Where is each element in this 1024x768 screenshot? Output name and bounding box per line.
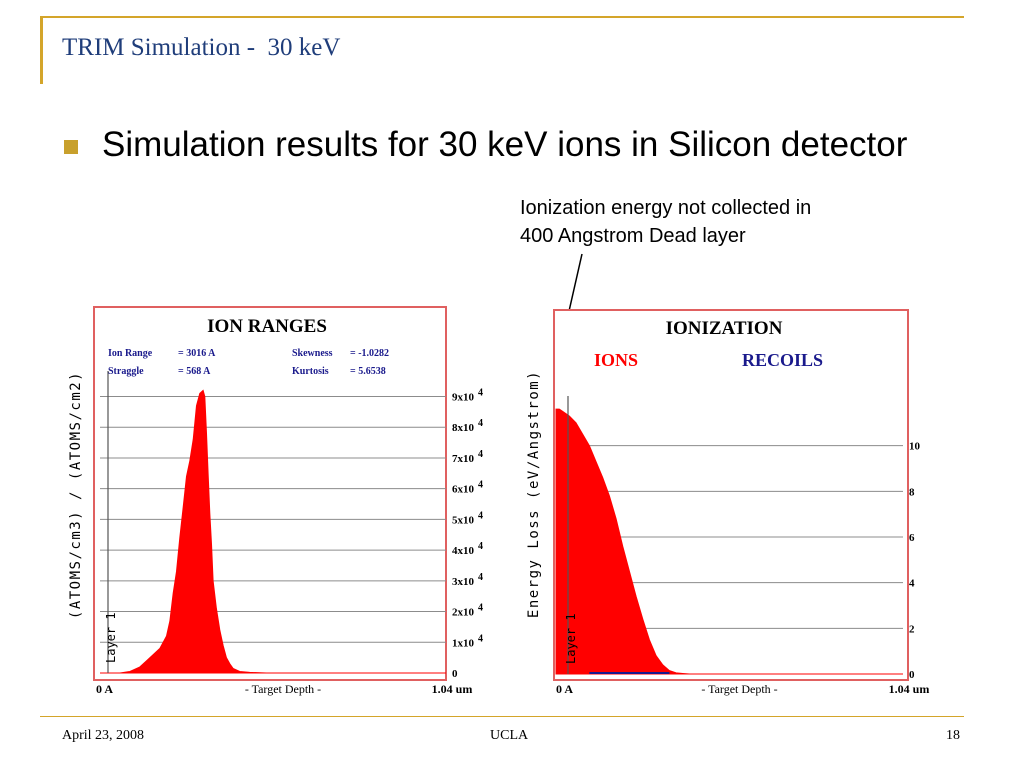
x-start-label: 0 A: [96, 682, 113, 696]
y-axis-label: (ATOMS/cm3) / (ATOMS/cm2): [68, 371, 84, 619]
slide-title: TRIM Simulation - 30 keV: [62, 34, 341, 61]
legend-entry: RECOILS: [742, 350, 823, 370]
y-tick-label: 4x10 4: [452, 541, 483, 557]
footer-date: April 23, 2008: [62, 728, 145, 743]
stat-value: = 3016 A: [178, 348, 216, 359]
y-tick-label: 8: [909, 486, 915, 498]
x-start-label: 0 A: [556, 682, 573, 696]
footer-divider: [40, 716, 964, 717]
y-tick-label: 5x10 4: [452, 510, 483, 526]
x-end-label: 1.04 um: [889, 682, 930, 696]
square-bullet-icon: [64, 140, 78, 154]
chart-title: IONIZATION: [666, 318, 783, 339]
y-tick-label: 4: [909, 578, 915, 590]
x-axis-label: - Target Depth -: [701, 682, 777, 696]
legend-entry: IONS: [594, 350, 638, 370]
bullet-text: Simulation results for 30 keV ions in Si…: [102, 125, 908, 164]
y-tick-label: 0: [909, 669, 915, 681]
x-end-label: 1.04 um: [432, 682, 473, 696]
y-tick-exponent: 4: [478, 418, 483, 429]
y-tick-label: 7x10 4: [452, 449, 483, 465]
y-tick-exponent: 4: [478, 603, 483, 614]
chart-frame: [93, 306, 447, 681]
data-area: [100, 389, 446, 674]
y-axis-label: Energy Loss (eV/Angstrom): [526, 370, 542, 618]
y-tick-label: 6x10 4: [452, 480, 483, 496]
stat-value: = -1.0282: [350, 348, 389, 359]
accent-bar-vertical: [40, 16, 43, 84]
chart-title: ION RANGES: [207, 316, 327, 337]
y-tick-label: 0: [452, 668, 458, 680]
stat-label: Skewness: [292, 348, 333, 359]
y-tick-label: 9x10 4: [452, 388, 483, 404]
y-tick-label: 6: [909, 532, 915, 544]
y-tick-label: 8x10 4: [452, 418, 483, 434]
stat-value: = 568 A: [178, 366, 211, 377]
stat-label: Straggle: [108, 366, 144, 377]
y-tick-exponent: 4: [478, 388, 483, 399]
accent-bar-horizontal: [40, 16, 964, 18]
chart-frame: [553, 309, 909, 681]
y-tick-exponent: 4: [478, 510, 483, 521]
y-tick-label: 1x10 4: [452, 633, 483, 649]
data-area: [555, 408, 903, 675]
y-tick-exponent: 4: [478, 449, 483, 460]
y-tick-exponent: 4: [478, 541, 483, 552]
layer-label: Layer 1: [104, 612, 118, 663]
layer-label: Layer 1: [564, 613, 578, 664]
stat-value: = 5.6538: [350, 366, 386, 377]
y-tick-exponent: 4: [478, 572, 483, 583]
stat-label: Kurtosis: [292, 366, 329, 377]
ion-ranges-chart: 0 1x10 4 2x10 4 3x10 4 4x10 4 5x10 4 6x10 4 7x10 4 8x10…: [68, 306, 483, 696]
y-tick-label: 3x10 4: [452, 572, 483, 588]
x-axis-label: - Target Depth -: [245, 682, 321, 696]
footer-organization: UCLA: [490, 728, 529, 743]
footer-page-number: 18: [946, 728, 960, 743]
annotation-line-1: Ionization energy not collected in: [520, 197, 812, 219]
y-tick-exponent: 4: [478, 480, 483, 491]
y-tick-label: 2: [909, 623, 915, 635]
y-tick-label: 10: [909, 441, 921, 453]
y-tick-label: 2x10 4: [452, 603, 483, 619]
dead-layer-annotation: Ionization energy not collected in 400 A…: [520, 194, 920, 250]
ionization-chart: 0 2 4 6 8 10 Layer 1 0 A - Target Depth - 1.04 um…: [526, 309, 930, 696]
annotation-line-2: 400 Angstrom Dead layer: [520, 225, 746, 247]
stat-label: Ion Range: [108, 348, 153, 359]
y-tick-exponent: 4: [478, 633, 483, 644]
